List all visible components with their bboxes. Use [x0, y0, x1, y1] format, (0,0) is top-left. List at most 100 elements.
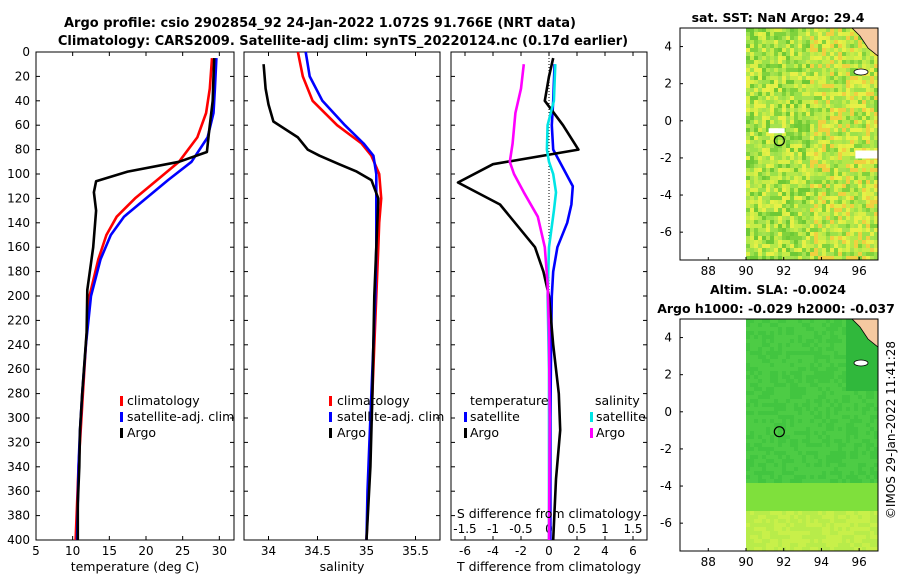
- heatmap-cell: [858, 36, 863, 41]
- heatmap-cell: [754, 56, 759, 61]
- heatmap-cell: [786, 76, 791, 81]
- heatmap-cell: [826, 192, 831, 197]
- heatmap-cell: [854, 483, 859, 488]
- heatmap-cell: [794, 32, 799, 37]
- heatmap-cell: [850, 387, 855, 392]
- heatmap-cell: [774, 407, 779, 412]
- heatmap-cell: [766, 391, 771, 396]
- heatmap-cell: [782, 535, 787, 540]
- heatmap-cell: [846, 443, 851, 448]
- heatmap-cell: [858, 543, 863, 548]
- heatmap-cell: [794, 351, 799, 356]
- heatmap-cell: [798, 252, 803, 257]
- heatmap-cell: [762, 212, 767, 217]
- heatmap-cell: [758, 216, 763, 221]
- heatmap-cell: [746, 483, 751, 488]
- heatmap-cell: [842, 535, 847, 540]
- title-line-2: Climatology: CARS2009. Satellite-adj cli…: [58, 34, 628, 49]
- heatmap-cell: [750, 28, 755, 33]
- heatmap-cell: [746, 427, 751, 432]
- heatmap-cell: [866, 435, 871, 440]
- heatmap-cell: [766, 48, 771, 53]
- heatmap-cell: [818, 200, 823, 205]
- heatmap-cell: [790, 415, 795, 420]
- heatmap-cell: [750, 164, 755, 169]
- heatmap-cell: [838, 395, 843, 400]
- heatmap-cell: [846, 367, 851, 372]
- heatmap-cell: [850, 136, 855, 141]
- heatmap-cell: [874, 140, 879, 145]
- heatmap-cell: [846, 439, 851, 444]
- heatmap-cell: [810, 152, 815, 157]
- heatmap-cell: [754, 395, 759, 400]
- heatmap-cell: [806, 172, 811, 177]
- heatmap-cell: [762, 244, 767, 249]
- heatmap-cell: [834, 503, 839, 508]
- heatmap-cell: [818, 391, 823, 396]
- heatmap-cell: [826, 411, 831, 416]
- heatmap-cell: [858, 168, 863, 173]
- heatmap-cell: [802, 64, 807, 69]
- heatmap-cell: [750, 156, 755, 161]
- heatmap-cell: [846, 184, 851, 189]
- heatmap-cell: [782, 124, 787, 129]
- heatmap-cell: [754, 100, 759, 105]
- heatmap-cell: [874, 228, 879, 233]
- heatmap-cell: [790, 491, 795, 496]
- heatmap-cell: [826, 208, 831, 213]
- heatmap-cell: [750, 495, 755, 500]
- heatmap-cell: [770, 439, 775, 444]
- temperature-panel: 5 10 15 20 25 3002040608010012014016018020022…: [7, 45, 235, 574]
- heatmap-cell: [790, 499, 795, 504]
- heatmap-cell: [770, 152, 775, 157]
- heatmap-cell: [746, 495, 751, 500]
- heatmap-cell: [826, 256, 831, 261]
- map-y-tick-label: -6: [660, 516, 672, 530]
- heatmap-cell: [846, 164, 851, 169]
- heatmap-cell: [838, 415, 843, 420]
- heatmap-cell: [854, 224, 859, 229]
- heatmap-cell: [786, 212, 791, 217]
- heatmap-cell: [814, 156, 819, 161]
- heatmap-cell: [778, 252, 783, 257]
- heatmap-cell: [754, 144, 759, 149]
- heatmap-cell: [814, 96, 819, 101]
- heatmap-cell: [766, 44, 771, 49]
- heatmap-cell: [870, 535, 875, 540]
- heatmap-cell: [822, 355, 827, 360]
- heatmap-cell: [854, 423, 859, 428]
- heatmap-cell: [802, 367, 807, 372]
- heatmap-cell: [774, 443, 779, 448]
- heatmap-cell: [762, 236, 767, 241]
- heatmap-cell: [838, 40, 843, 45]
- heatmap-cell: [850, 339, 855, 344]
- heatmap-cell: [790, 475, 795, 480]
- heatmap-cell: [774, 136, 779, 141]
- heatmap-cell: [798, 48, 803, 53]
- heatmap-cell: [746, 244, 751, 249]
- heatmap-cell: [846, 88, 851, 93]
- heatmap-cell: [782, 439, 787, 444]
- heatmap-cell: [770, 499, 775, 504]
- heatmap-cell: [838, 527, 843, 532]
- heatmap-cell: [770, 228, 775, 233]
- heatmap-cell: [794, 128, 799, 133]
- heatmap-cell: [818, 383, 823, 388]
- heatmap-cell: [818, 331, 823, 336]
- heatmap-cell: [838, 499, 843, 504]
- heatmap-cell: [762, 164, 767, 169]
- heatmap-cell: [846, 28, 851, 33]
- heatmap-cell: [834, 415, 839, 420]
- heatmap-cell: [870, 188, 875, 193]
- heatmap-cell: [778, 96, 783, 101]
- heatmap-cell: [746, 72, 751, 77]
- heatmap-cell: [746, 515, 751, 520]
- heatmap-cell: [874, 68, 879, 73]
- heatmap-cell: [794, 168, 799, 173]
- heatmap-cell: [778, 459, 783, 464]
- heatmap-cell: [794, 72, 799, 77]
- heatmap-cell: [782, 335, 787, 340]
- heatmap-cell: [838, 443, 843, 448]
- heatmap-cell: [854, 228, 859, 233]
